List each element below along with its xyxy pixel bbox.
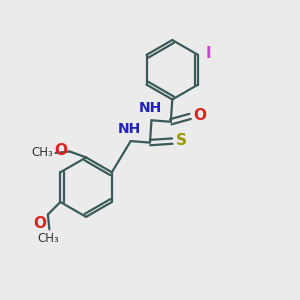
Text: NH: NH [118,122,141,136]
Text: O: O [194,108,207,123]
Text: CH₃: CH₃ [37,232,59,245]
Text: O: O [33,216,46,231]
Text: O: O [54,143,68,158]
Text: I: I [206,46,211,61]
Text: S: S [176,133,187,148]
Text: NH: NH [138,101,162,115]
Text: CH₃: CH₃ [32,146,53,159]
